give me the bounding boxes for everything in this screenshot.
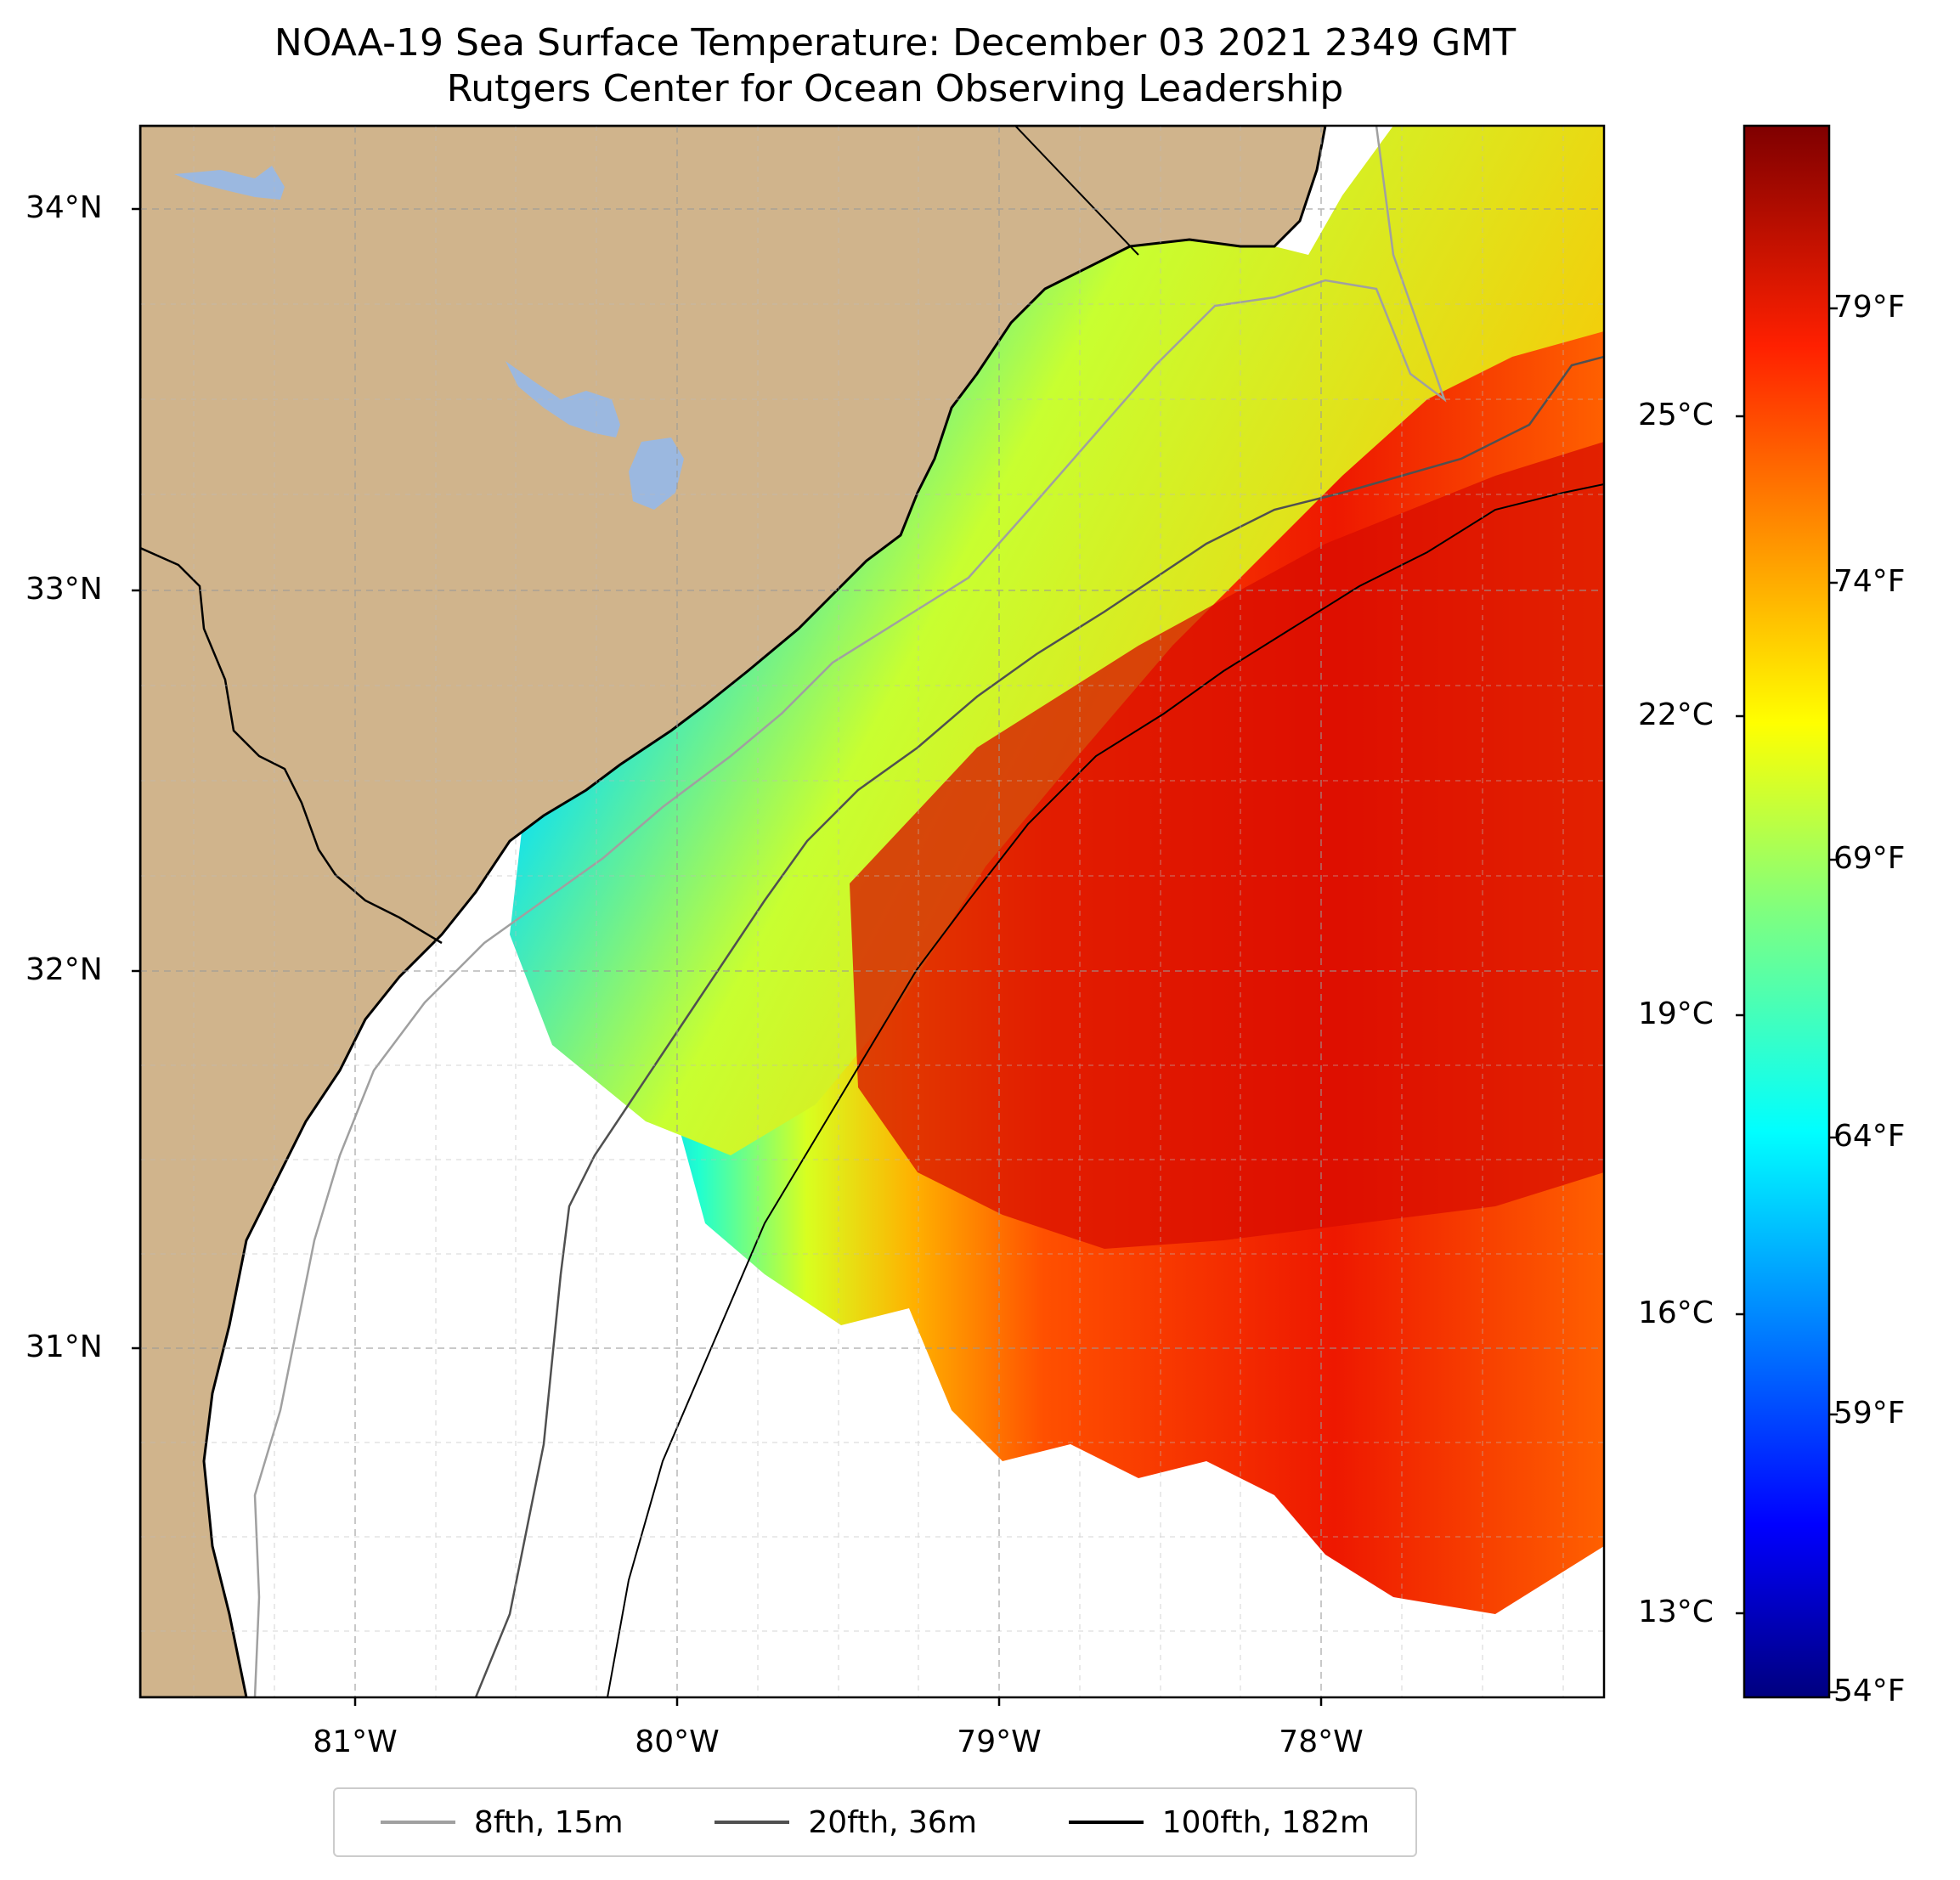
minor-graticule xyxy=(140,126,1604,1697)
map-title: NOAA-19 Sea Surface Temperature: Decembe… xyxy=(274,21,1517,65)
legend-swatch xyxy=(715,1821,790,1824)
isobath-100fth xyxy=(607,483,1604,1697)
state-boundary xyxy=(1014,126,1139,256)
legend-label: 100fth, 182m xyxy=(1161,1804,1370,1840)
isobath-20fth xyxy=(474,355,1604,1697)
legend-item-100fth: 100fth, 182m xyxy=(1068,1804,1370,1840)
axis-ticks xyxy=(132,207,1323,1706)
colorbar-fahrenheit-label: 54°F xyxy=(1833,1674,1906,1708)
colorbar-celsius-label: 16°C xyxy=(1638,1296,1714,1330)
colorbar-fahrenheit-label: 79°F xyxy=(1833,290,1906,325)
lake xyxy=(629,438,684,510)
colorbar-fahrenheit-label: 69°F xyxy=(1833,841,1906,876)
colorbar-fahrenheit-label: 74°F xyxy=(1833,564,1906,599)
lat-label-31n: 31°N xyxy=(25,1330,103,1364)
legend-label: 8fth, 15m xyxy=(473,1804,624,1840)
state-boundary xyxy=(140,546,443,945)
colorbar xyxy=(1743,124,1831,1699)
colorbar-celsius-label: 13°C xyxy=(1638,1595,1714,1629)
legend-item-20fth: 20fth, 36m xyxy=(715,1805,977,1840)
colorbar-fahrenheit-label: 64°F xyxy=(1833,1119,1906,1154)
legend-swatch xyxy=(1068,1821,1144,1824)
isobath-legend: 8fth, 15m 20fth, 36m 100fth, 182m xyxy=(333,1787,1417,1857)
lat-label-33n: 33°N xyxy=(25,572,103,607)
colorbar-celsius-label: 25°C xyxy=(1638,398,1714,432)
colorbar-fahrenheit-label: 59°F xyxy=(1833,1396,1906,1431)
colorbar-celsius-label: 19°C xyxy=(1638,996,1714,1031)
lon-label-81w: 81°W xyxy=(313,1725,398,1759)
lon-label-79w: 79°W xyxy=(957,1725,1042,1759)
graticule xyxy=(140,126,1604,1697)
lon-label-78w: 78°W xyxy=(1279,1725,1364,1759)
lake xyxy=(174,166,285,200)
colorbar-celsius-label: 22°C xyxy=(1638,697,1714,732)
legend-swatch xyxy=(380,1821,455,1824)
isobath-8fth xyxy=(253,126,1447,1697)
legend-label: 20fth, 36m xyxy=(808,1804,977,1840)
lat-label-34n: 34°N xyxy=(25,190,103,225)
lat-label-32n: 32°N xyxy=(25,952,103,987)
map-subtitle: Rutgers Center for Ocean Observing Leade… xyxy=(446,67,1344,110)
legend-item-8fth: 8fth, 15m xyxy=(380,1804,624,1840)
sst-core xyxy=(850,442,1604,1249)
colorbar-ticks xyxy=(1736,307,1838,1694)
plot-frame xyxy=(138,124,1606,1699)
lon-label-80w: 80°W xyxy=(635,1725,720,1759)
